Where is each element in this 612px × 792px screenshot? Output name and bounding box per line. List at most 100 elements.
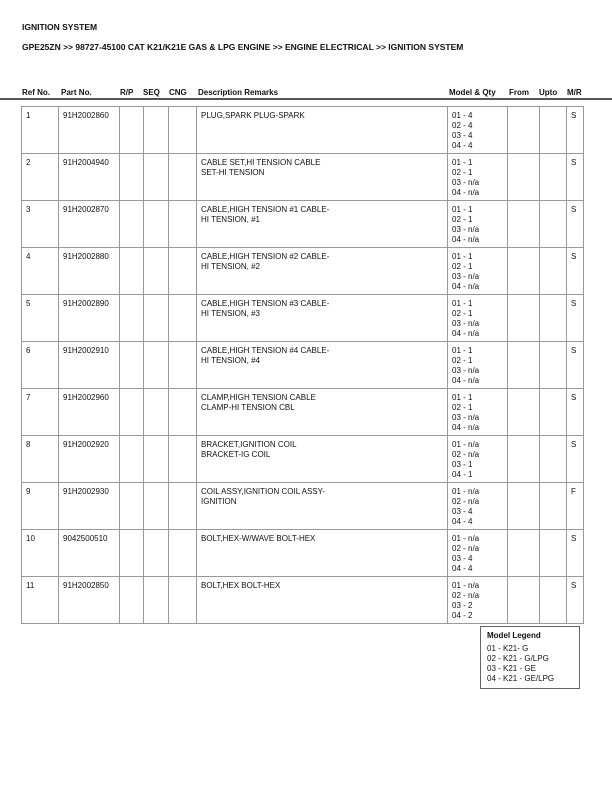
model-qty-cell: 01 - 4 02 - 4 03 - 4 04 - 4 (447, 106, 508, 154)
model-qty-line: 02 - n/a (452, 591, 480, 600)
from-cell (507, 482, 540, 530)
upto-cell (539, 294, 567, 342)
seq-cell (143, 529, 169, 577)
model-qty-line: 02 - 1 (452, 168, 473, 177)
ref-cell: 6 (21, 341, 59, 389)
cng-cell (168, 153, 197, 201)
model-qty-line: 04 - n/a (452, 329, 480, 338)
model-qty-line: 04 - n/a (452, 235, 480, 244)
page-title: IGNITION SYSTEM (22, 22, 98, 32)
cng-cell (168, 529, 197, 577)
table-row: 5 91H2002890 CABLE,HIGH TENSION #3 CABLE- H… (21, 294, 584, 342)
upto-cell (539, 576, 567, 624)
upto-cell (539, 435, 567, 483)
model-qty-line: 03 - n/a (452, 366, 480, 375)
legend-item: 04 - K21 - GE/LPG (487, 674, 555, 683)
seq-cell (143, 153, 169, 201)
header-model-qty: Model & Qty (449, 88, 496, 97)
header-part: Part No. (61, 88, 92, 97)
model-qty-line: 02 - 1 (452, 215, 473, 224)
header-mr: M/R (567, 88, 582, 97)
part-no-cell: 91H2002860 (58, 106, 120, 154)
table-row: 10 9042500510 BOLT,HEX-W/WAVE BOLT-HEX 01 -… (21, 529, 584, 577)
model-qty-cell: 01 - 1 02 - 1 03 - n/a 04 - n/a (447, 388, 508, 436)
mr-cell: S (566, 153, 584, 201)
mr-cell: S (566, 341, 584, 389)
model-qty-line: 02 - 4 (452, 121, 473, 130)
model-qty-line: 03 - 2 (452, 601, 473, 610)
part-no-cell: 91H2002890 (58, 294, 120, 342)
mr-cell: F (566, 482, 584, 530)
header-seq: SEQ (143, 88, 160, 97)
seq-cell (143, 294, 169, 342)
from-cell (507, 294, 540, 342)
from-cell (507, 576, 540, 624)
part-no-cell: 91H2002930 (58, 482, 120, 530)
description-line: BRACKET,IGNITION COIL (201, 440, 297, 449)
from-cell (507, 153, 540, 201)
cng-cell (168, 482, 197, 530)
cng-cell (168, 388, 197, 436)
seq-cell (143, 247, 169, 295)
table-row: 11 91H2002850 BOLT,HEX BOLT-HEX 01 - n/a 02 … (21, 576, 584, 624)
upto-cell (539, 200, 567, 248)
description-line: CABLE SET,HI TENSION CABLE (201, 158, 321, 167)
rp-cell (119, 529, 144, 577)
mr-cell: S (566, 247, 584, 295)
model-qty-line: 01 - n/a (452, 487, 480, 496)
cng-cell (168, 576, 197, 624)
model-qty-line: 04 - 4 (452, 564, 473, 573)
model-qty-line: 01 - 1 (452, 393, 473, 402)
ref-cell: 8 (21, 435, 59, 483)
header-from: From (509, 88, 529, 97)
seq-cell (143, 106, 169, 154)
table-row: 9 91H2002930 COIL ASSY,IGNITION COIL ASSY-… (21, 482, 584, 530)
rp-cell (119, 388, 144, 436)
model-qty-line: 04 - n/a (452, 188, 480, 197)
cng-cell (168, 435, 197, 483)
rp-cell (119, 576, 144, 624)
model-qty-line: 04 - n/a (452, 423, 480, 432)
description-line: CLAMP-HI TENSION CBL (201, 403, 295, 412)
model-qty-line: 03 - n/a (452, 413, 480, 422)
upto-cell (539, 341, 567, 389)
description-cell: CLAMP,HIGH TENSION CABLE CLAMP-HI TENSION… (196, 388, 448, 436)
mr-cell: S (566, 106, 584, 154)
upto-cell (539, 388, 567, 436)
header-rp: R/P (120, 88, 134, 97)
mr-cell: S (566, 200, 584, 248)
model-qty-line: 04 - n/a (452, 282, 480, 291)
ref-cell: 11 (21, 576, 59, 624)
ref-cell: 1 (21, 106, 59, 154)
model-qty-line: 03 - 4 (452, 131, 473, 140)
model-qty-line: 04 - 2 (452, 611, 473, 620)
rp-cell (119, 200, 144, 248)
table-row: 2 91H2004940 CABLE SET,HI TENSION CABLE SET… (21, 153, 584, 201)
model-qty-cell: 01 - 1 02 - 1 03 - n/a 04 - n/a (447, 247, 508, 295)
mr-cell: S (566, 435, 584, 483)
cng-cell (168, 294, 197, 342)
part-no-cell: 9042500510 (58, 529, 120, 577)
model-qty-line: 04 - 4 (452, 517, 473, 526)
description-cell: BOLT,HEX-W/WAVE BOLT-HEX (196, 529, 448, 577)
header-cng: CNG (169, 88, 187, 97)
from-cell (507, 435, 540, 483)
header-divider (0, 98, 612, 100)
description-line: IGNITION (201, 497, 237, 506)
model-qty-line: 01 - n/a (452, 581, 480, 590)
rp-cell (119, 106, 144, 154)
model-qty-line: 04 - 4 (452, 141, 473, 150)
description-line: HI TENSION, #2 (201, 262, 260, 271)
cng-cell (168, 247, 197, 295)
header-upto: Upto (539, 88, 558, 97)
table-row: 1 91H2002860 PLUG,SPARK PLUG-SPARK 01 - 4 02… (21, 106, 584, 154)
rp-cell (119, 341, 144, 389)
model-qty-line: 03 - n/a (452, 225, 480, 234)
model-qty-line: 02 - n/a (452, 544, 480, 553)
table-row: 6 91H2002910 CABLE,HIGH TENSION #4 CABLE- H… (21, 341, 584, 389)
description-line: CABLE,HIGH TENSION #2 CABLE- (201, 252, 330, 261)
part-no-cell: 91H2004940 (58, 153, 120, 201)
description-line: HI TENSION, #1 (201, 215, 260, 224)
legend-item: 02 - K21 - G/LPG (487, 654, 549, 663)
model-qty-line: 01 - 4 (452, 111, 473, 120)
